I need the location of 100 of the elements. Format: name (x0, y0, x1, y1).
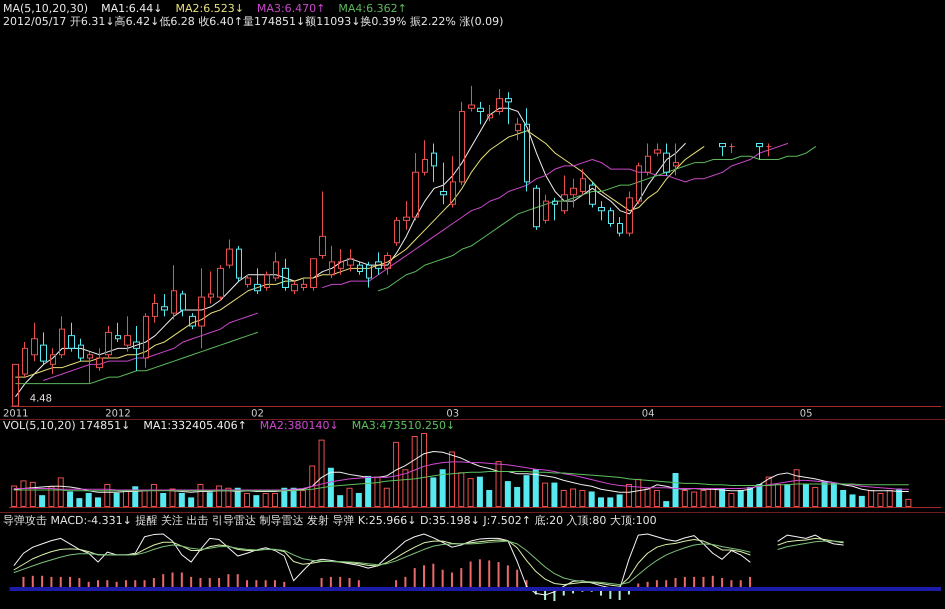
bar (607, 497, 614, 507)
bar (262, 492, 269, 507)
bar (478, 559, 481, 589)
candlestick (68, 322, 75, 352)
candlestick (552, 197, 558, 221)
bar (414, 568, 416, 589)
bar (58, 477, 64, 507)
bar (579, 490, 586, 507)
candlestick (766, 142, 772, 157)
text: MA1:6.44↓ (101, 2, 163, 15)
candlestick (412, 152, 419, 221)
text: MA2:6.523↓ (176, 2, 244, 15)
candlestick (301, 277, 307, 292)
candlestick (375, 252, 382, 276)
legend-title: MA(5,10,20,30) (3, 2, 88, 15)
candlestick (589, 181, 596, 208)
candlestick (487, 104, 493, 122)
candlestick (329, 245, 335, 278)
bar (756, 484, 762, 507)
bar (840, 490, 846, 507)
candlestick (459, 101, 465, 186)
bar (905, 498, 912, 507)
bar (460, 568, 462, 589)
candlestick (12, 364, 19, 406)
bar (180, 572, 183, 589)
bar (448, 452, 455, 507)
bar (300, 490, 306, 507)
bar (738, 490, 744, 507)
bar (488, 560, 490, 589)
bar (227, 574, 230, 589)
candlestick (161, 293, 168, 317)
candlestick (505, 92, 512, 125)
bar (626, 484, 632, 507)
bar (516, 570, 518, 589)
bar (747, 487, 754, 507)
candlestick (673, 142, 679, 176)
bar (236, 574, 239, 589)
bar (188, 497, 194, 507)
bar (421, 433, 428, 507)
candlestick (189, 312, 196, 330)
candlestick (366, 261, 372, 288)
bar (384, 488, 390, 507)
bar (142, 490, 148, 507)
bar (423, 565, 426, 589)
bar (11, 486, 18, 507)
candlestick (226, 239, 233, 269)
candlestick (543, 194, 549, 224)
bar (774, 484, 781, 507)
bar (30, 482, 36, 507)
bar (150, 484, 157, 507)
candlestick (431, 142, 437, 182)
bar (272, 492, 278, 507)
candlestick (236, 245, 242, 282)
bar (48, 486, 54, 507)
bar (309, 466, 316, 507)
legend-title: VOL(5,10,20) 174851↓ (3, 419, 130, 432)
candlestick (319, 191, 326, 260)
candlestick (50, 348, 56, 374)
bar (877, 492, 884, 507)
bar (432, 564, 434, 589)
bar (588, 491, 595, 507)
bar (794, 469, 800, 507)
bar (20, 480, 26, 507)
text: 导弹攻击 MACD:-4.331↓ 提醒 关注 出击 引导雷达 制导雷达 发射 导弹 K:25.966↓ D:35.198↓ J:7.502↑ 底:20 入顶:80 大顶:100 (3, 514, 657, 527)
bar (886, 490, 893, 507)
bar (663, 501, 670, 507)
candlestick (78, 338, 84, 362)
text: MA1:332405.406↑ (143, 419, 247, 432)
bar (393, 442, 400, 507)
bar (700, 490, 706, 507)
bar (498, 562, 500, 589)
candlestick (357, 261, 363, 276)
bar (710, 488, 716, 507)
candlestick (384, 252, 391, 276)
bar (682, 490, 688, 507)
bar (225, 488, 232, 507)
candlestick (273, 252, 279, 282)
candlestick (756, 142, 763, 160)
candlestick (477, 101, 484, 125)
bar (458, 472, 464, 507)
candlestick (729, 142, 735, 154)
bar (67, 491, 74, 507)
candlestick (645, 142, 651, 176)
bar (635, 478, 642, 507)
text: MA3:6.470↑ (256, 2, 326, 15)
x-tick-label: 04 (642, 408, 654, 420)
candlestick (533, 184, 540, 230)
bar (719, 488, 726, 507)
bar (523, 475, 530, 507)
bar (858, 496, 865, 507)
bar (39, 495, 46, 507)
bar (504, 481, 511, 507)
x-tick-label: 02 (251, 408, 264, 420)
candlestick (570, 178, 577, 208)
bar (830, 482, 837, 507)
bar (402, 469, 408, 507)
candlestick (180, 290, 186, 317)
bar (356, 492, 362, 507)
candlestick (133, 325, 140, 372)
bar (450, 572, 453, 589)
